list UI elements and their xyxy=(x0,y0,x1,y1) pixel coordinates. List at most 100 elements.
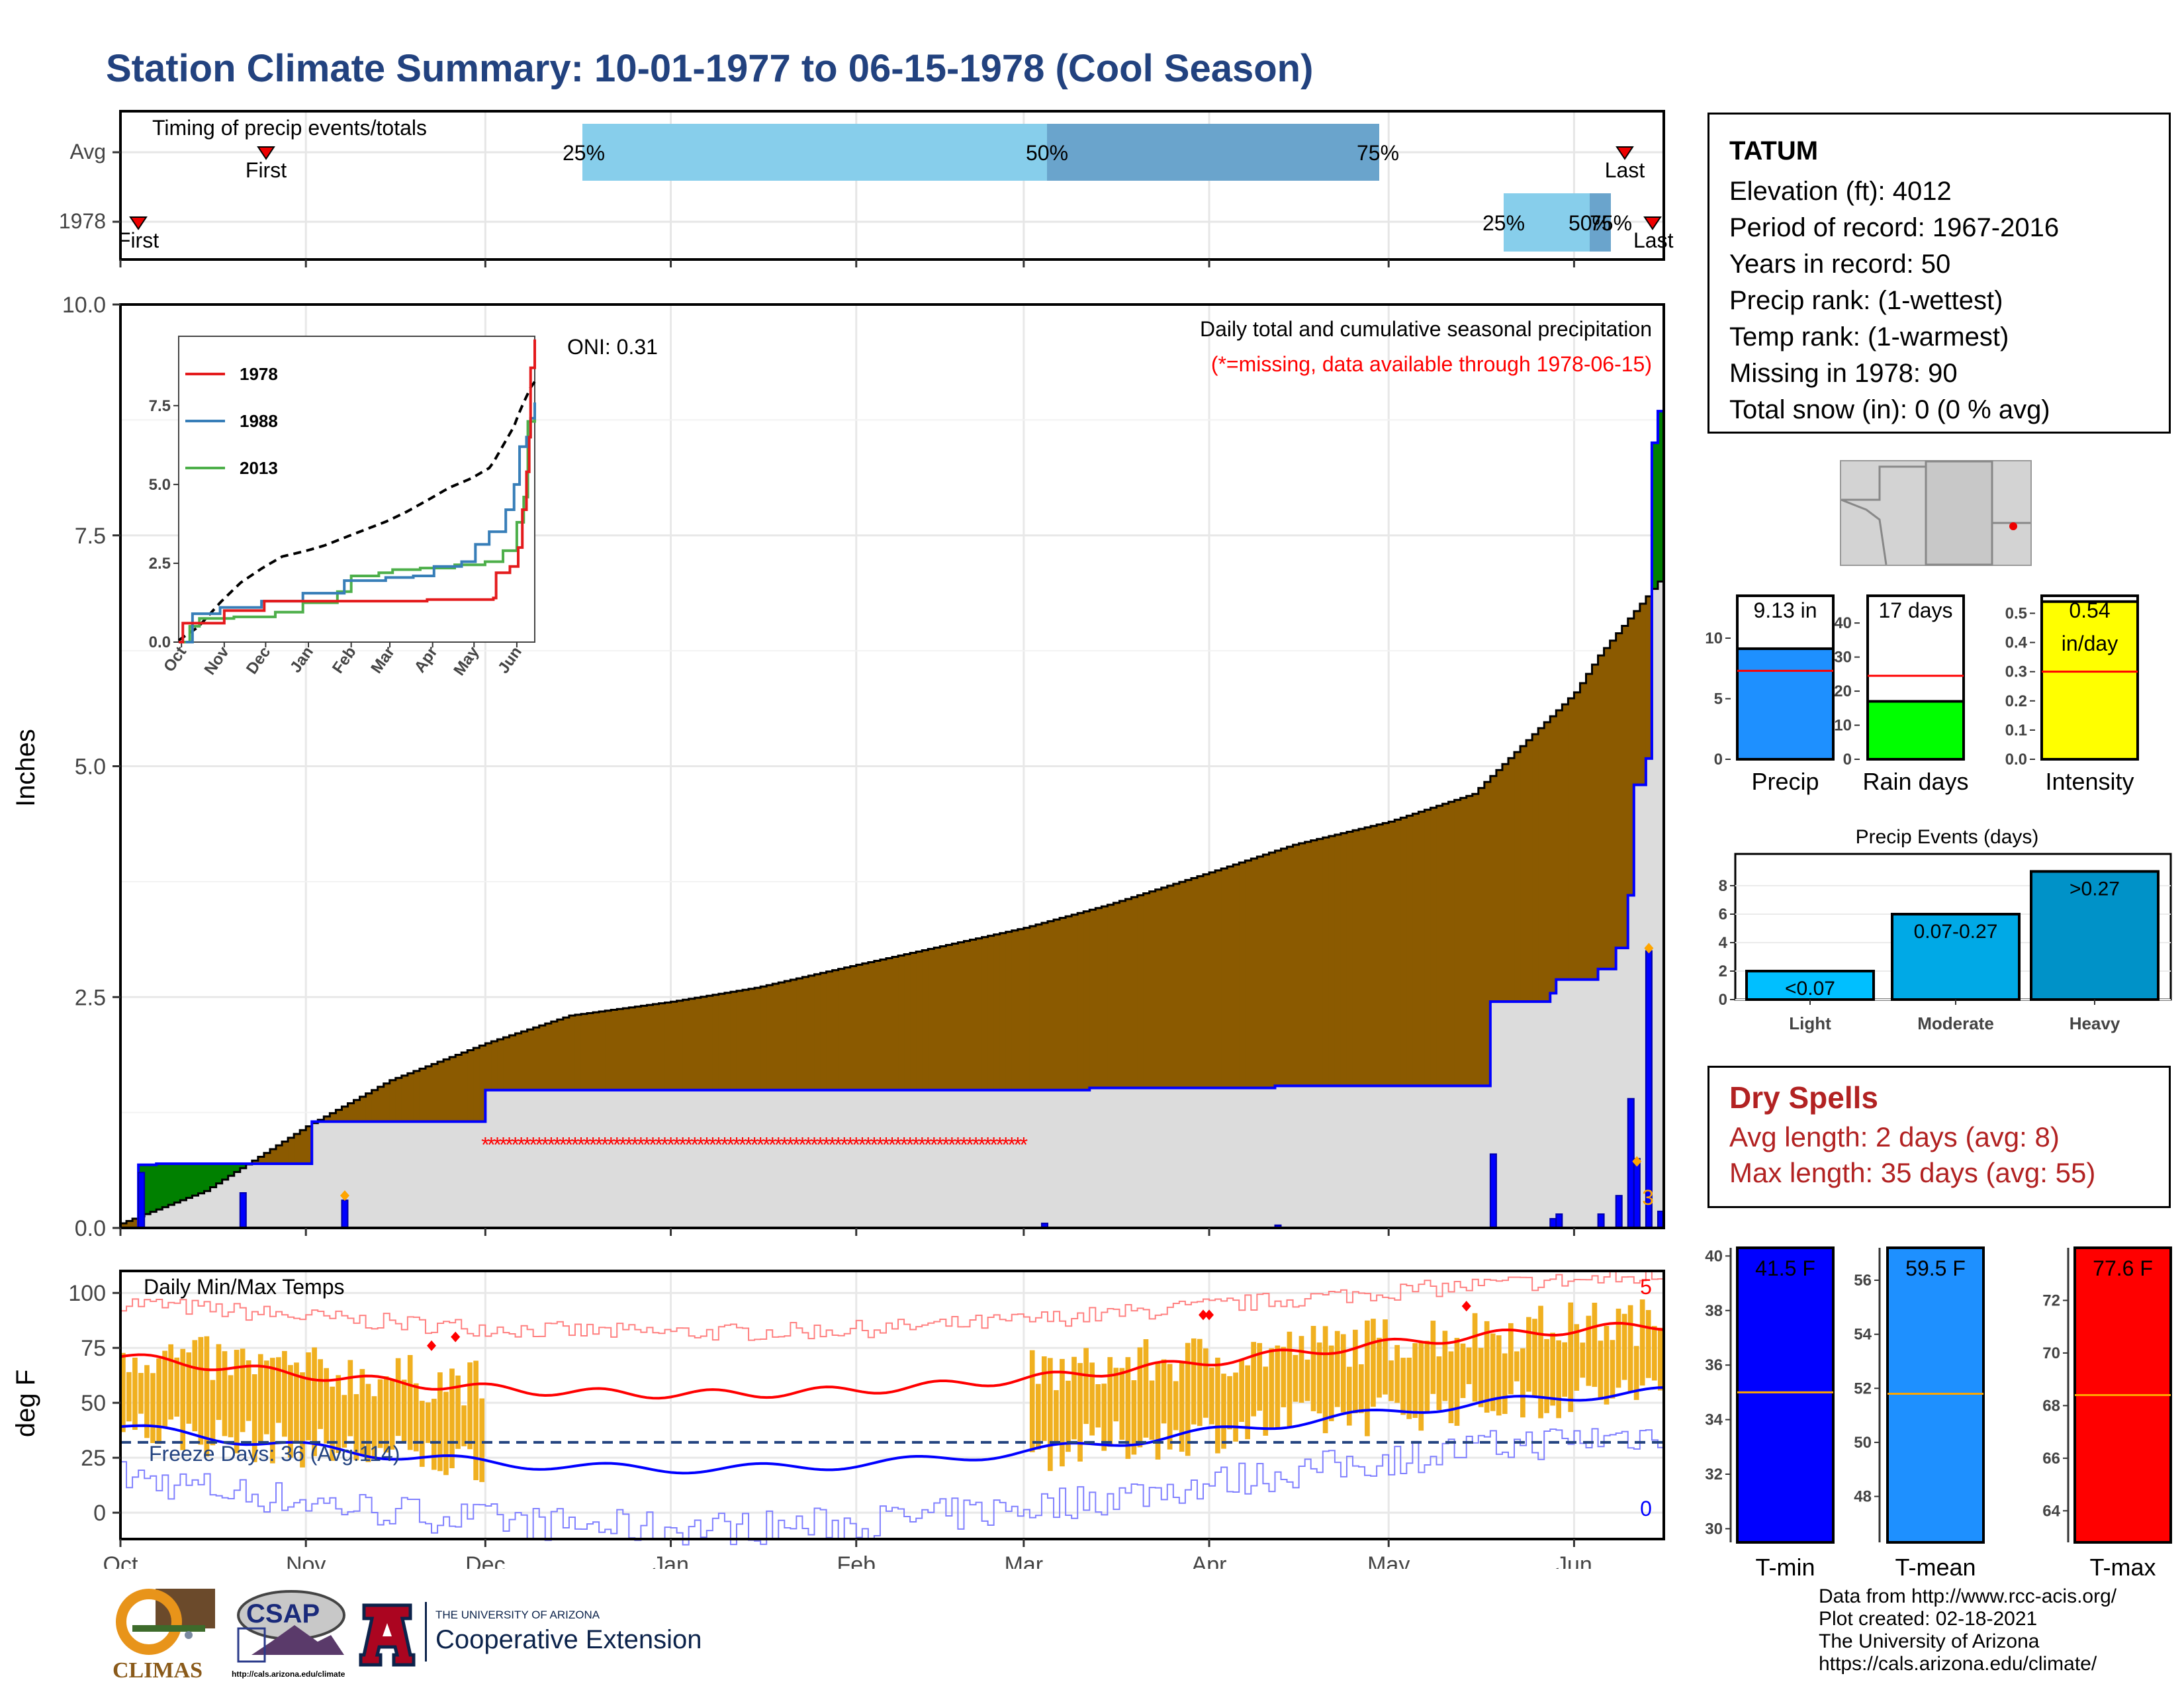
missing-day-marker: * xyxy=(565,1133,573,1156)
precip-below-avg-fill xyxy=(1352,830,1359,1086)
temp-daily-bar xyxy=(1346,1366,1352,1426)
temp-daily-bar xyxy=(204,1336,210,1457)
precip-below-avg-fill xyxy=(1502,764,1509,1002)
temp-daily-bar xyxy=(1185,1342,1191,1456)
temp-bar-ytick-label: 34 xyxy=(1705,1411,1723,1429)
precip-below-avg-fill xyxy=(1298,843,1306,1086)
inset-series-1988 xyxy=(185,402,536,643)
precip-below-avg-fill xyxy=(371,1090,379,1122)
temp-daily-bar xyxy=(1371,1319,1376,1407)
temp-daily-bar xyxy=(1615,1308,1621,1388)
temp-daily-bar xyxy=(1514,1351,1520,1382)
missing-day-marker: * xyxy=(804,1133,812,1156)
precip-below-avg-fill xyxy=(1400,818,1407,1086)
missing-day-marker: * xyxy=(852,1133,860,1156)
missing-day-marker: * xyxy=(541,1133,549,1156)
mini-ytick-label: 10 xyxy=(1834,717,1852,735)
precip-below-avg-fill xyxy=(1472,794,1479,1086)
precip-below-avg-fill xyxy=(282,1141,289,1164)
mini-chart-precip: 0 5 10 9.13 in Precip xyxy=(1705,594,1835,795)
temp-daily-bar xyxy=(150,1373,156,1444)
temp-record-marker xyxy=(427,1340,437,1351)
missing-day-marker: * xyxy=(523,1133,531,1156)
precip-below-avg-fill xyxy=(1095,908,1102,1088)
missing-day-marker: * xyxy=(816,1133,824,1156)
precip-below-avg-fill xyxy=(353,1100,361,1122)
temp-daily-bar xyxy=(1048,1358,1053,1472)
precip-above-avg-fill xyxy=(1657,411,1664,582)
precip-below-avg-fill xyxy=(856,964,863,1090)
temp-daily-bar xyxy=(1215,1357,1220,1454)
temp-daily-bar xyxy=(1508,1323,1514,1395)
temp-daily-bar xyxy=(1484,1321,1490,1413)
precip-below-avg-fill xyxy=(276,1145,283,1164)
precip-heading: Daily total and cumulative seasonal prec… xyxy=(1200,317,1652,341)
temp-max-count: 5 xyxy=(1640,1275,1652,1299)
precip-below-avg-fill xyxy=(1113,902,1120,1088)
precip-below-avg-fill xyxy=(377,1086,385,1122)
station-missing: Missing in 1978: 90 xyxy=(1729,359,1958,388)
dry-spells-avg: Avg length: 2 days (avg: 8) xyxy=(1729,1121,2060,1152)
timing-year-50: 50% xyxy=(1569,211,1611,235)
precip-below-avg-fill xyxy=(306,1126,312,1164)
temp-bar-ytick-label: 30 xyxy=(1705,1520,1723,1538)
timing-avg-first-marker xyxy=(257,146,275,160)
precip-below-avg-fill xyxy=(844,967,851,1090)
precip-below-avg-fill xyxy=(1005,931,1013,1090)
precip-above-avg-fill xyxy=(162,1164,169,1207)
temp-daily-bar xyxy=(162,1350,167,1429)
precip-below-avg-fill xyxy=(533,1027,540,1090)
temp-daily-bar xyxy=(1310,1325,1316,1411)
precip-below-avg-fill xyxy=(820,972,827,1090)
temp-daily-bar xyxy=(1035,1383,1041,1450)
temp-daily-bar xyxy=(1143,1339,1149,1438)
temp-daily-bar xyxy=(401,1380,407,1442)
events-bar xyxy=(1891,912,2021,1001)
mini-ytick-label: 0.0 xyxy=(2005,751,2027,769)
precip-above-avg-fill xyxy=(192,1164,199,1196)
precip-ytick-label: 2.5 xyxy=(75,985,106,1010)
precip-below-avg-fill xyxy=(724,992,731,1090)
events-bar-label: 0.07-0.27 xyxy=(1914,921,1998,943)
missing-day-marker: * xyxy=(727,1133,735,1156)
temp-daily-bar xyxy=(1251,1342,1257,1417)
temp-daily-bar xyxy=(1478,1348,1484,1407)
precip-ytick-label: 0.0 xyxy=(75,1216,106,1241)
temp-daily-bar xyxy=(1089,1362,1095,1436)
events-ytick-label: 0 xyxy=(1719,991,1727,1009)
missing-day-marker: * xyxy=(643,1133,651,1156)
temp-daily-bar xyxy=(198,1336,204,1445)
missing-day-marker: * xyxy=(1002,1133,1010,1156)
temp-daily-bar xyxy=(168,1344,173,1420)
dry-spells-title: Dry Spells xyxy=(1729,1080,1878,1115)
precip-below-avg-fill xyxy=(425,1066,432,1122)
temp-daily-bar xyxy=(1406,1357,1412,1419)
temp-daily-bar xyxy=(263,1360,269,1434)
precip-daily-bar xyxy=(1489,1153,1497,1229)
mini-bar-label: Intensity xyxy=(2045,768,2134,795)
temp-daily-bar xyxy=(1430,1321,1436,1394)
precip-below-avg-fill xyxy=(1281,849,1288,1086)
precip-avg-line xyxy=(120,581,1664,1225)
mini-ytick-label: 30 xyxy=(1834,649,1852,667)
precip-below-avg-fill xyxy=(1167,886,1174,1088)
missing-day-marker: * xyxy=(637,1133,645,1156)
precip-below-avg-fill xyxy=(611,1009,617,1090)
temp-daily-bar xyxy=(1400,1358,1406,1415)
precip-below-avg-fill xyxy=(832,970,839,1090)
ua-block-a-icon xyxy=(359,1603,416,1667)
precip-below-avg-fill xyxy=(521,1031,528,1090)
precip-below-avg-fill xyxy=(778,982,785,1090)
precip-below-avg-fill xyxy=(1215,870,1222,1088)
credit-data-source: Data from http://www.rcc-acis.org/ xyxy=(1819,1585,2117,1607)
precip-below-avg-fill xyxy=(1054,919,1060,1090)
precip-below-avg-fill xyxy=(1639,603,1647,785)
precip-below-avg-fill xyxy=(126,1221,133,1228)
missing-day-marker: * xyxy=(1008,1133,1016,1156)
precip-below-avg-fill xyxy=(1580,682,1587,980)
precip-below-avg-fill xyxy=(389,1080,396,1122)
events-category-label: Light xyxy=(1789,1013,1831,1033)
timing-year-first: First xyxy=(118,228,159,252)
precip-below-avg-fill xyxy=(892,957,899,1090)
temp-daily-bar xyxy=(353,1394,359,1460)
